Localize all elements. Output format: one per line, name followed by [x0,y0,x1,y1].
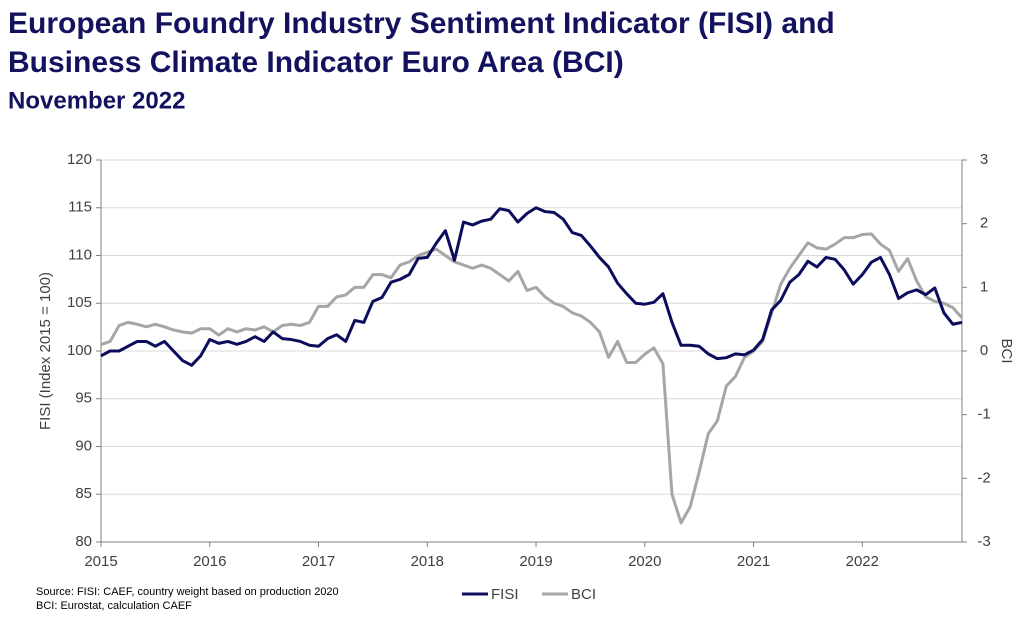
y2-tick-label: 0 [980,342,988,359]
chart-title: Business Climate Indicator Euro Area (BC… [8,46,624,79]
y-tick-label: 110 [68,246,92,263]
y-tick-label: 95 [75,390,92,407]
series-line [100,206,963,367]
y2-tick-label: -3 [977,533,990,550]
x-tick-label: 2015 [84,553,117,570]
y-tick-label: 100 [67,342,92,359]
x-tick-label: 2021 [737,553,770,570]
y2-tick-label: 2 [980,215,988,232]
y-tick-label: 85 [75,485,92,502]
legend-label: FISI [491,586,519,603]
x-tick-label: 2016 [193,553,226,570]
chart-title: European Foundry Industry Sentiment Indi… [8,7,835,40]
series-line [100,232,964,525]
y-axis-label: FISI (Index 2015 = 100) [37,272,54,430]
x-tick-label: 2020 [628,553,661,570]
x-tick-label: 2022 [846,553,879,570]
chart-subtitle: November 2022 [8,87,185,114]
source: Source: FISI: CAEF, country weight based… [36,586,339,598]
y-tick-label: 115 [68,199,92,216]
y-tick-label: 120 [67,151,92,168]
y-tick-label: 105 [67,294,92,311]
x-tick-label: 2019 [519,553,552,570]
y2-tick-label: 1 [980,278,988,295]
y2-tick-label: -1 [977,406,990,423]
y-tick-label: 90 [75,437,92,454]
x-tick-label: 2017 [302,553,335,570]
y2-tick-label: 3 [980,151,988,168]
x-tick-label: 2018 [411,553,444,570]
y2-tick-label: -2 [977,469,990,486]
legend-label: BCI [571,586,596,603]
y-tick-label: 80 [75,533,92,550]
y2-axis-label: BCI [998,338,1015,363]
source: BCI: Eurostat, calculation CAEF [36,600,192,612]
